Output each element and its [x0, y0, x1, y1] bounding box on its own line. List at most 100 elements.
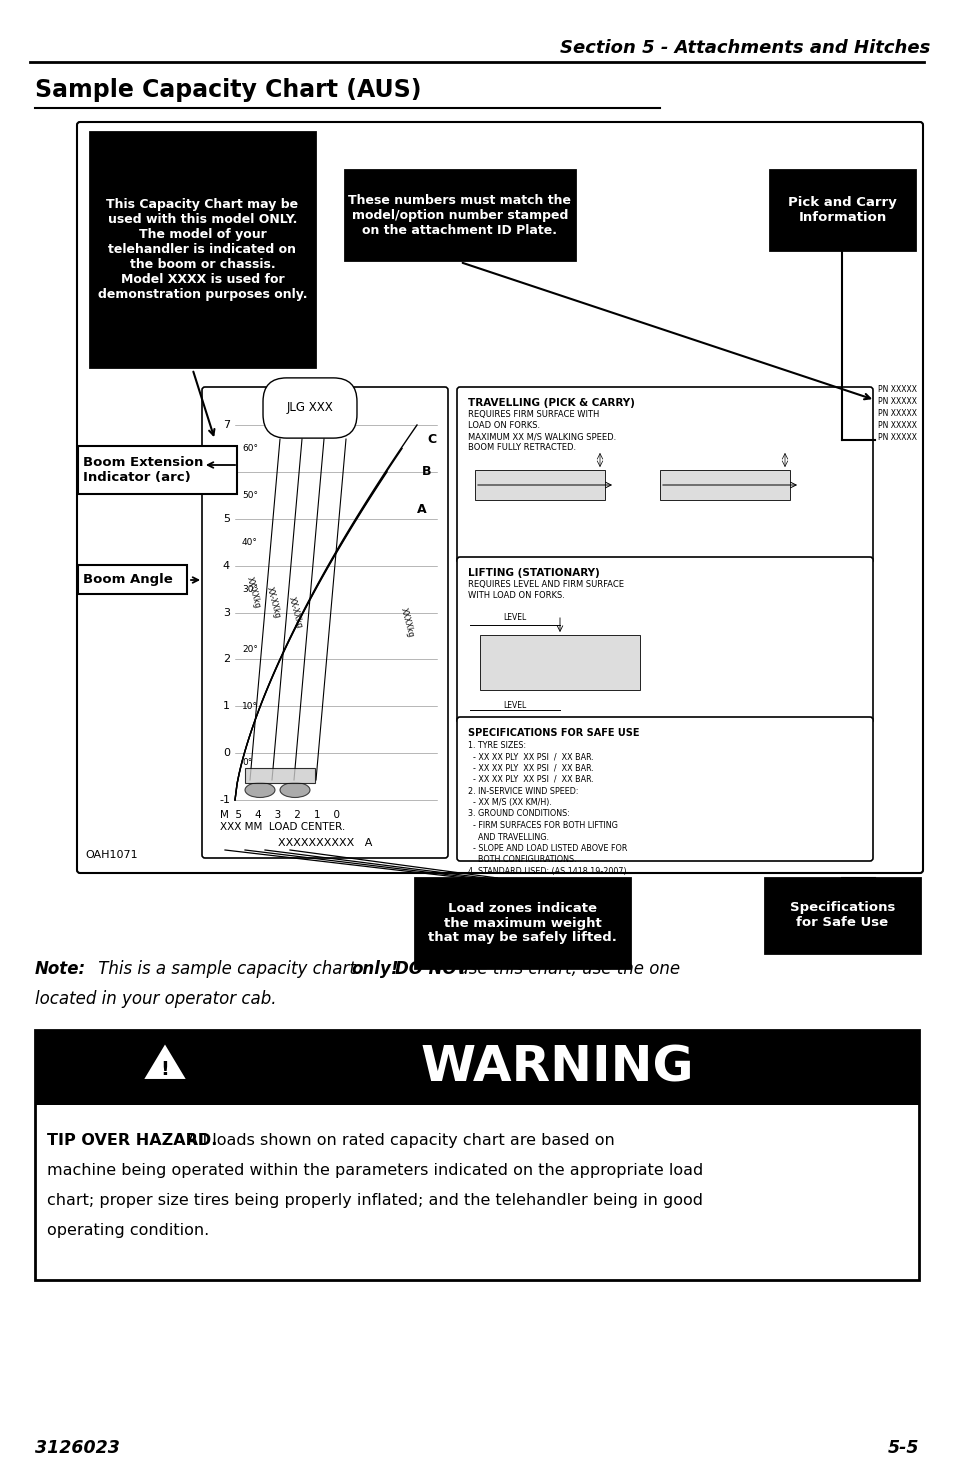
Text: 40°: 40°: [242, 538, 257, 547]
Text: WITH LOAD ON FORKS.: WITH LOAD ON FORKS.: [468, 591, 564, 600]
Text: PN XXXXX: PN XXXXX: [877, 434, 916, 442]
Text: Specifications
for Safe Use: Specifications for Safe Use: [789, 901, 894, 929]
Text: Sample Capacity Chart (AUS): Sample Capacity Chart (AUS): [35, 78, 421, 102]
Text: XXXXXXXXXX   A: XXXXXXXXXX A: [277, 838, 372, 848]
Text: - SLOPE AND LOAD LISTED ABOVE FOR: - SLOPE AND LOAD LISTED ABOVE FOR: [468, 844, 627, 853]
FancyBboxPatch shape: [769, 170, 914, 249]
Text: Boom Extension
Indicator (arc): Boom Extension Indicator (arc): [83, 456, 203, 484]
Text: LEVEL: LEVEL: [503, 614, 526, 622]
Text: !: !: [160, 1061, 170, 1080]
FancyBboxPatch shape: [456, 717, 872, 861]
Text: AND TRAVELLING.: AND TRAVELLING.: [468, 832, 548, 842]
Text: A: A: [416, 503, 426, 516]
Text: 10°: 10°: [242, 702, 257, 711]
Text: LEVEL: LEVEL: [503, 701, 526, 709]
FancyBboxPatch shape: [659, 471, 789, 500]
Text: REQUIRES FIRM SURFACE WITH: REQUIRES FIRM SURFACE WITH: [468, 410, 598, 419]
Text: XX-XXkg: XX-XXkg: [286, 596, 303, 630]
FancyBboxPatch shape: [415, 878, 629, 968]
Text: SPECIFICATIONS FOR SAFE USE: SPECIFICATIONS FOR SAFE USE: [468, 729, 639, 738]
Text: 4. STANDARD USED: (AS 1418.19-2007).: 4. STANDARD USED: (AS 1418.19-2007).: [468, 867, 628, 876]
Text: machine being operated within the parameters indicated on the appropriate load: machine being operated within the parame…: [47, 1162, 702, 1179]
Text: 7: 7: [223, 420, 230, 431]
FancyBboxPatch shape: [245, 768, 314, 783]
Text: WARNING: WARNING: [419, 1043, 693, 1092]
Ellipse shape: [245, 783, 274, 798]
Text: Pick and Carry
Information: Pick and Carry Information: [787, 196, 896, 224]
Text: PN XXXXX: PN XXXXX: [877, 385, 916, 394]
Text: - XX M/S (XX KM/H).: - XX M/S (XX KM/H).: [468, 798, 551, 807]
Text: 3. GROUND CONDITIONS:: 3. GROUND CONDITIONS:: [468, 810, 569, 819]
Text: 60°: 60°: [242, 444, 257, 453]
Text: DO NOT: DO NOT: [395, 960, 468, 978]
Text: Boom Angle: Boom Angle: [83, 574, 172, 587]
Text: B: B: [422, 466, 432, 478]
FancyBboxPatch shape: [78, 445, 236, 494]
Text: 20°: 20°: [242, 646, 257, 655]
Text: PN XXXXX: PN XXXXX: [877, 410, 916, 419]
Text: OAH1071: OAH1071: [85, 850, 137, 860]
Text: REQUIRES LEVEL AND FIRM SURFACE: REQUIRES LEVEL AND FIRM SURFACE: [468, 581, 623, 590]
Text: operating condition.: operating condition.: [47, 1223, 209, 1238]
Text: JLG XXX: JLG XXX: [286, 401, 333, 414]
Text: 5-5: 5-5: [886, 1440, 918, 1457]
Text: located in your operator cab.: located in your operator cab.: [35, 990, 276, 1007]
Text: Section 5 - Attachments and Hitches: Section 5 - Attachments and Hitches: [559, 38, 929, 58]
Text: - XX XX PLY  XX PSI  /  XX BAR.: - XX XX PLY XX PSI / XX BAR.: [468, 774, 594, 785]
FancyBboxPatch shape: [77, 122, 923, 873]
Text: Note:: Note:: [35, 960, 86, 978]
Text: LIFTING (STATIONARY): LIFTING (STATIONARY): [468, 568, 599, 578]
Text: 0: 0: [223, 748, 230, 758]
Text: These numbers must match the
model/option number stamped
on the attachment ID Pl: These numbers must match the model/optio…: [348, 193, 571, 236]
FancyBboxPatch shape: [475, 471, 604, 500]
Text: C: C: [427, 432, 436, 445]
Text: - XX XX PLY  XX PSI  /  XX BAR.: - XX XX PLY XX PSI / XX BAR.: [468, 764, 594, 773]
Text: 2: 2: [223, 655, 230, 664]
FancyBboxPatch shape: [202, 386, 448, 858]
Text: 1. TYRE SIZES:: 1. TYRE SIZES:: [468, 740, 525, 749]
Text: 2. IN-SERVICE WIND SPEED:: 2. IN-SERVICE WIND SPEED:: [468, 786, 578, 795]
Text: 5: 5: [223, 513, 230, 524]
Text: XX-XXkg: XX-XXkg: [244, 575, 261, 609]
FancyBboxPatch shape: [764, 878, 919, 953]
Text: 6: 6: [223, 468, 230, 476]
Text: chart; proper size tires being properly inflated; and the telehandler being in g: chart; proper size tires being properly …: [47, 1193, 702, 1208]
Text: 4: 4: [223, 560, 230, 571]
Text: M  5    4    3    2    1    0: M 5 4 3 2 1 0: [220, 810, 339, 820]
FancyBboxPatch shape: [35, 1030, 918, 1105]
Text: LOAD ON FORKS.: LOAD ON FORKS.: [468, 422, 539, 431]
Text: 3: 3: [223, 608, 230, 618]
Text: 1: 1: [223, 701, 230, 711]
Text: 0°: 0°: [242, 758, 252, 767]
FancyBboxPatch shape: [345, 170, 575, 260]
FancyBboxPatch shape: [456, 558, 872, 723]
Text: BOTH CONFIGURATIONS.: BOTH CONFIGURATIONS.: [468, 855, 576, 864]
Text: BOOM FULLY RETRACTED.: BOOM FULLY RETRACTED.: [468, 444, 576, 453]
FancyBboxPatch shape: [35, 1030, 918, 1280]
Text: TIP OVER HAZARD.: TIP OVER HAZARD.: [47, 1133, 217, 1148]
Text: XXXXkg: XXXXkg: [398, 606, 415, 639]
Text: TRAVELLING (PICK & CARRY): TRAVELLING (PICK & CARRY): [468, 398, 634, 409]
Ellipse shape: [280, 783, 310, 798]
FancyBboxPatch shape: [78, 565, 187, 594]
Text: -1: -1: [219, 795, 230, 805]
Polygon shape: [142, 1043, 188, 1080]
Text: use this chart, use the one: use this chart, use the one: [453, 960, 679, 978]
Text: XXX MM  LOAD CENTER.: XXX MM LOAD CENTER.: [220, 822, 345, 832]
Text: PN XXXXX: PN XXXXX: [877, 422, 916, 431]
Text: MAXIMUM XX M/S WALKING SPEED.: MAXIMUM XX M/S WALKING SPEED.: [468, 432, 616, 441]
Text: This is a sample capacity chart: This is a sample capacity chart: [92, 960, 361, 978]
FancyBboxPatch shape: [90, 131, 314, 367]
Text: only!: only!: [351, 960, 398, 978]
Text: This Capacity Chart may be
used with this model ONLY.
The model of your
telehand: This Capacity Chart may be used with thi…: [97, 198, 307, 301]
FancyBboxPatch shape: [479, 636, 639, 690]
Text: - FIRM SURFACES FOR BOTH LIFTING: - FIRM SURFACES FOR BOTH LIFTING: [468, 822, 618, 830]
Text: Load zones indicate
the maximum weight
that may be safely lifted.: Load zones indicate the maximum weight t…: [428, 901, 617, 944]
Text: 3126023: 3126023: [35, 1440, 120, 1457]
Text: PN XXXXX: PN XXXXX: [877, 397, 916, 407]
Text: 50°: 50°: [242, 491, 257, 500]
Text: 30°: 30°: [242, 584, 257, 593]
Text: XX-XXkg: XX-XXkg: [264, 586, 281, 620]
Text: - XX XX PLY  XX PSI  /  XX BAR.: - XX XX PLY XX PSI / XX BAR.: [468, 752, 594, 761]
FancyBboxPatch shape: [456, 386, 872, 563]
